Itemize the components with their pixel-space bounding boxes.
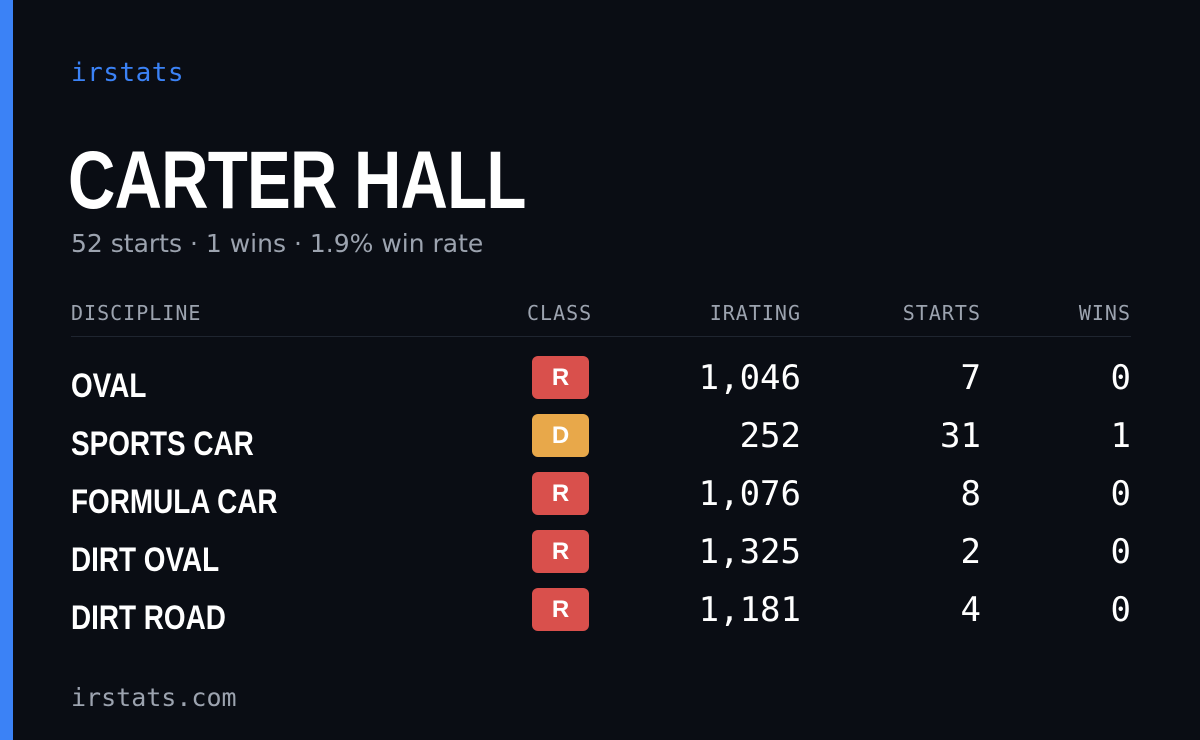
summary-wins: 1 wins <box>205 229 286 258</box>
row-wins: 0 <box>1110 590 1131 630</box>
header-wins: WINS <box>1078 301 1131 325</box>
driver-name: CARTER HALL <box>68 135 526 226</box>
row-wins: 0 <box>1110 474 1131 514</box>
row-discipline: DIRT OVAL <box>71 541 220 579</box>
table-header: DISCIPLINE CLASS IRATING STARTS WINS <box>71 294 1131 337</box>
row-discipline: SPORTS CAR <box>71 425 254 463</box>
row-starts: 7 <box>960 358 981 398</box>
row-starts: 4 <box>960 590 981 630</box>
license-table: DISCIPLINE CLASS IRATING STARTS WINS OVA… <box>71 294 1131 644</box>
row-wins: 0 <box>1110 358 1131 398</box>
row-wins: 0 <box>1110 532 1131 572</box>
footer-url: irstats.com <box>71 683 237 712</box>
summary-separator: · <box>293 229 302 258</box>
row-discipline: DIRT ROAD <box>71 599 226 637</box>
header-class: CLASS <box>527 301 593 325</box>
row-discipline: FORMULA CAR <box>71 483 278 521</box>
table-row: SPORTS CAR D 252 31 1 <box>71 412 1131 470</box>
brand-logo: irstats <box>71 58 185 88</box>
row-irating: 1,181 <box>698 590 801 630</box>
accent-bar <box>0 0 13 740</box>
class-badge: R <box>532 472 589 515</box>
table-row: DIRT ROAD R 1,181 4 0 <box>71 586 1131 644</box>
table-row: FORMULA CAR R 1,076 8 0 <box>71 470 1131 528</box>
driver-summary: 52 starts · 1 wins · 1.9% win rate <box>71 227 483 261</box>
summary-separator: · <box>189 229 198 258</box>
header-starts: STARTS <box>902 301 981 325</box>
summary-win-rate: 1.9% win rate <box>309 229 484 258</box>
row-starts: 2 <box>960 532 981 572</box>
row-irating: 1,325 <box>698 532 801 572</box>
row-irating: 1,046 <box>698 358 801 398</box>
row-starts: 8 <box>960 474 981 514</box>
row-discipline: OVAL <box>71 367 147 405</box>
summary-starts: 52 starts <box>71 229 183 258</box>
class-badge: D <box>532 414 589 457</box>
class-badge: R <box>532 356 589 399</box>
header-discipline: DISCIPLINE <box>71 301 202 325</box>
class-badge: R <box>532 530 589 573</box>
table-row: OVAL R 1,046 7 0 <box>71 354 1131 412</box>
table-row: DIRT OVAL R 1,325 2 0 <box>71 528 1131 586</box>
row-irating: 1,076 <box>698 474 801 514</box>
table-body: OVAL R 1,046 7 0 SPORTS CAR D 252 31 1 F… <box>71 354 1131 644</box>
row-irating: 252 <box>739 416 801 456</box>
row-wins: 1 <box>1110 416 1131 456</box>
header-irating: IRATING <box>709 301 801 325</box>
row-starts: 31 <box>940 416 981 456</box>
class-badge: R <box>532 588 589 631</box>
